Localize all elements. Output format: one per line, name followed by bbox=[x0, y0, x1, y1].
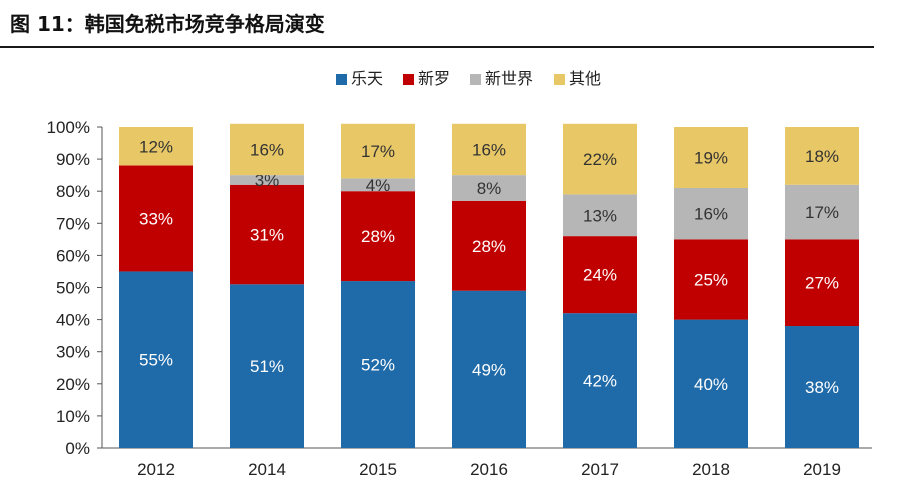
bar-segment bbox=[452, 290, 526, 448]
data-label: 17% bbox=[361, 142, 395, 161]
bar-segment bbox=[119, 127, 193, 166]
y-tick-label: 30% bbox=[56, 343, 90, 362]
x-axis: 2012 2014 2015 2016 2017 2018 2019 bbox=[102, 447, 872, 479]
data-label: 52% bbox=[361, 356, 395, 375]
x-tick-label: 2018 bbox=[692, 460, 730, 479]
chart-legend: 乐天 新罗 新世界 其他 bbox=[336, 69, 601, 88]
x-tick-label: 2016 bbox=[470, 460, 508, 479]
bar-segment bbox=[230, 284, 304, 448]
data-label: 25% bbox=[694, 270, 728, 289]
title-divider bbox=[0, 46, 874, 48]
bar-segment bbox=[563, 123, 637, 195]
bar-segment bbox=[341, 178, 415, 192]
y-tick-label: 20% bbox=[56, 375, 90, 394]
data-label: 19% bbox=[694, 148, 728, 167]
data-label: 18% bbox=[805, 147, 839, 166]
data-label: 13% bbox=[583, 206, 617, 225]
y-tick-label: 50% bbox=[56, 279, 90, 298]
bar-segment bbox=[341, 281, 415, 448]
bar-stack-group: 55% 33% 12% 51% 31% 3% 16% 52% 28% 4% 17% 49% 28% 8% 1… bbox=[119, 123, 859, 448]
x-tick-label: 2019 bbox=[803, 460, 841, 479]
y-tick-label: 100% bbox=[47, 118, 90, 137]
data-label: 16% bbox=[472, 140, 506, 159]
bar-segment bbox=[230, 184, 304, 285]
data-label: 28% bbox=[472, 237, 506, 256]
legend-label: 新罗 bbox=[418, 69, 450, 88]
legend-label: 新世界 bbox=[485, 69, 533, 88]
bar-segment bbox=[785, 184, 859, 240]
figure-title: 图 11：韩国免税市场竞争格局演变 bbox=[10, 12, 325, 36]
data-label: 8% bbox=[477, 179, 502, 198]
bar-segment bbox=[452, 175, 526, 201]
y-tick-label: 60% bbox=[56, 246, 90, 265]
data-label: 3% bbox=[255, 171, 280, 190]
data-label: 51% bbox=[250, 357, 284, 376]
legend-swatch bbox=[336, 74, 347, 85]
bar-segment bbox=[563, 194, 637, 237]
legend-label: 乐天 bbox=[351, 69, 383, 88]
y-tick-label: 40% bbox=[56, 311, 90, 330]
data-label: 31% bbox=[250, 226, 284, 245]
data-label: 38% bbox=[805, 378, 839, 397]
data-label: 55% bbox=[139, 351, 173, 370]
y-axis: 0% 10% 20% 30% 40% 50% 60% 70% 80% 90% 100% bbox=[47, 118, 103, 458]
data-label: 16% bbox=[250, 140, 284, 159]
bar-segment bbox=[674, 187, 748, 240]
legend-label: 其他 bbox=[569, 69, 601, 88]
data-label: 33% bbox=[139, 209, 173, 228]
figure-header: 图 11：韩国免税市场竞争格局演变 bbox=[0, 0, 900, 48]
data-label: 12% bbox=[139, 137, 173, 156]
y-tick-label: 70% bbox=[56, 214, 90, 233]
x-tick-label: 2017 bbox=[581, 460, 619, 479]
data-label: 40% bbox=[694, 375, 728, 394]
bar-segment bbox=[785, 127, 859, 185]
data-label: 16% bbox=[694, 205, 728, 224]
data-label: 4% bbox=[366, 176, 391, 195]
bar-segment bbox=[674, 319, 748, 448]
x-tick-label: 2012 bbox=[137, 460, 175, 479]
y-tick-label: 80% bbox=[56, 182, 90, 201]
data-label: 27% bbox=[805, 274, 839, 293]
bar-segment bbox=[452, 123, 526, 176]
bar-segment bbox=[230, 175, 304, 185]
bar-segment bbox=[785, 326, 859, 448]
bar-segment bbox=[674, 239, 748, 320]
bar-segment bbox=[452, 200, 526, 291]
bar-segment bbox=[341, 191, 415, 282]
data-label: 22% bbox=[583, 150, 617, 169]
bar-segment bbox=[119, 271, 193, 448]
bar-segment bbox=[563, 313, 637, 448]
bar-segment bbox=[119, 165, 193, 272]
y-tick-label: 0% bbox=[65, 439, 90, 458]
legend-swatch bbox=[554, 74, 565, 85]
y-tick-label: 10% bbox=[56, 407, 90, 426]
bar-segment bbox=[674, 127, 748, 188]
data-label: 42% bbox=[583, 372, 617, 391]
data-label: 28% bbox=[361, 227, 395, 246]
bar-segment bbox=[230, 123, 304, 176]
x-tick-label: 2015 bbox=[359, 460, 397, 479]
x-tick-label: 2014 bbox=[248, 460, 286, 479]
data-label: 49% bbox=[472, 360, 506, 379]
bar-segment bbox=[341, 123, 415, 179]
data-label: 17% bbox=[805, 203, 839, 222]
y-tick-label: 90% bbox=[56, 150, 90, 169]
legend-swatch bbox=[470, 74, 481, 85]
bar-segment bbox=[563, 236, 637, 314]
legend-swatch bbox=[403, 74, 414, 85]
bar-segment bbox=[785, 239, 859, 327]
data-label: 24% bbox=[583, 266, 617, 285]
